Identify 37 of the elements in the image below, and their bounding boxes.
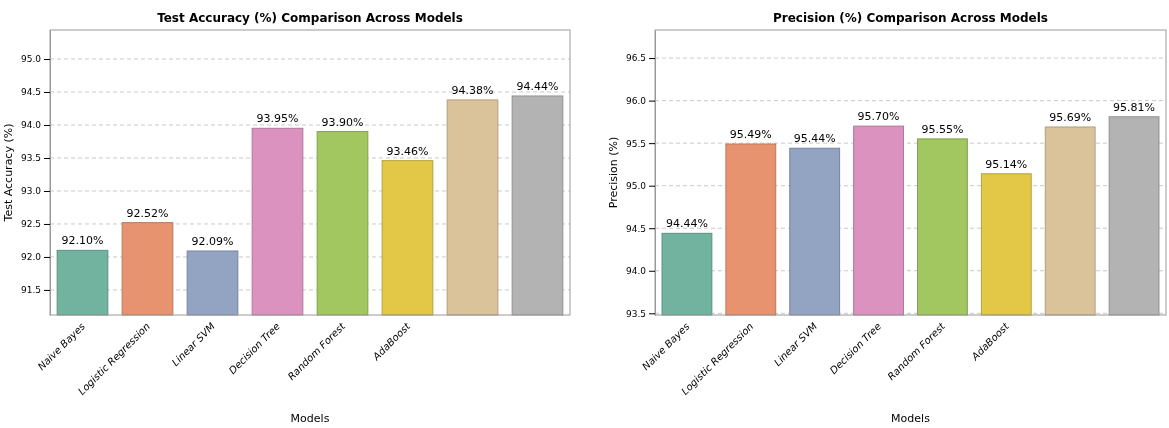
data-label: 95.14% <box>985 157 1028 171</box>
y-tick-label: 94.0 <box>20 120 42 131</box>
data-label: 94.44% <box>516 79 559 93</box>
data-label: 95.81% <box>1113 100 1156 114</box>
x-axis-title: Models <box>891 412 931 425</box>
data-label: 92.10% <box>61 234 104 248</box>
y-tick-label: 92.5 <box>20 219 41 230</box>
y-tick-label: 93.5 <box>20 153 41 164</box>
y-tick-label: 91.5 <box>20 285 41 296</box>
y-axis-title: Precision (%) <box>607 136 620 209</box>
data-label: 95.70% <box>857 110 900 124</box>
y-tick-label: 96.5 <box>625 53 646 64</box>
data-label: 94.38% <box>451 83 494 97</box>
data-label: 95.44% <box>793 132 836 146</box>
y-tick-label: 94.5 <box>625 223 646 234</box>
y-tick-label: 93.5 <box>625 308 646 319</box>
data-label: 95.55% <box>921 122 964 136</box>
chart-title: Test Accuracy (%) Comparison Across Models <box>157 11 463 25</box>
data-label: 92.52% <box>126 206 169 220</box>
data-label: 93.90% <box>321 115 364 129</box>
y-tick-label: 94.5 <box>20 87 41 98</box>
data-label: 95.69% <box>1049 110 1092 124</box>
y-tick-label: 93.0 <box>20 186 42 197</box>
chart-title: Precision (%) Comparison Across Models <box>772 11 1049 25</box>
y-axis-title: Test Accuracy (%) <box>2 123 15 223</box>
data-label: 92.09% <box>191 235 234 249</box>
data-label: 93.95% <box>256 112 299 126</box>
y-tick-label: 95.5 <box>625 138 646 149</box>
data-label: 94.44% <box>665 217 708 231</box>
y-tick-label: 92.0 <box>20 252 42 263</box>
y-tick-label: 96.0 <box>625 95 647 106</box>
x-axis-title: Models <box>290 412 330 425</box>
y-tick-label: 95.0 <box>20 54 42 65</box>
data-label: 95.49% <box>729 128 772 141</box>
y-tick-label: 95.0 <box>625 181 647 192</box>
y-tick-label: 94.0 <box>625 266 647 277</box>
data-label: 93.46% <box>386 144 429 158</box>
